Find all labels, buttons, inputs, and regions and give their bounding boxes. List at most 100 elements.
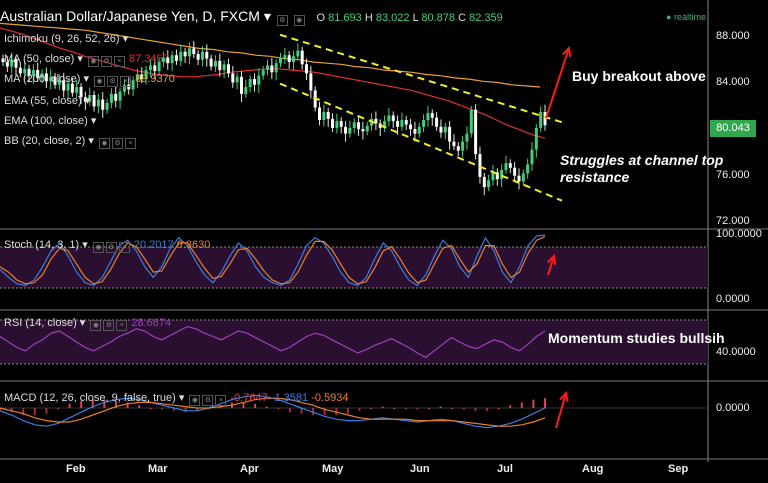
- candle-body: [157, 62, 161, 72]
- candle-body: [205, 51, 209, 59]
- macd-histogram-bar: [254, 403, 257, 408]
- candle-body: [261, 69, 265, 76]
- legend-ema55[interactable]: EMA (55, close) ▾: [4, 95, 91, 107]
- macd-histogram-bar: [474, 408, 477, 411]
- candle-body: [500, 170, 504, 180]
- candle-body: [318, 107, 322, 120]
- arrow-breakout-head: [562, 45, 572, 58]
- legend-ma200[interactable]: MA (200, close) ▾ ◉ ⚙ × 89.9370: [4, 73, 175, 87]
- candle-body: [248, 79, 252, 88]
- candle-body: [357, 122, 361, 130]
- candle-body: [244, 87, 248, 94]
- candle-body: [1, 58, 5, 63]
- candle-body: [36, 69, 40, 78]
- candle-body: [101, 99, 105, 110]
- settings-icon[interactable]: ⚙: [276, 15, 288, 26]
- arrow-stoch-head: [547, 253, 557, 266]
- candle-body: [352, 122, 356, 128]
- candle-body: [114, 93, 118, 101]
- candle-body: [413, 129, 417, 134]
- macd-histogram-bar: [184, 408, 187, 413]
- macd-histogram-bar: [277, 408, 280, 410]
- symbol-title[interactable]: Australian Dollar/Japanese Yen, D, FXCM: [0, 8, 260, 24]
- candle-body: [469, 109, 473, 134]
- macd-histogram-bar: [509, 405, 512, 408]
- candle-body: [10, 59, 14, 67]
- candle-body: [79, 87, 83, 98]
- price-tick: 76.000: [716, 169, 750, 181]
- candle-body: [456, 146, 460, 151]
- candle-body: [387, 115, 391, 122]
- candle-body: [144, 69, 148, 80]
- macd-histogram-bar: [335, 408, 338, 415]
- candle-body: [374, 118, 378, 124]
- candle-body: [322, 112, 326, 120]
- candle-body: [92, 94, 96, 107]
- macd-histogram-bar: [45, 408, 48, 414]
- macd-histogram-bar: [358, 408, 361, 411]
- annotation-buy-breakout: Buy breakout above: [572, 68, 706, 84]
- macd-histogram-bar: [497, 408, 500, 409]
- arrow-macd: [555, 392, 567, 429]
- candle-body: [57, 80, 61, 85]
- candle-body: [122, 84, 126, 92]
- candle-body: [339, 121, 343, 127]
- macd-histogram-bar: [196, 408, 199, 411]
- candle-body: [270, 65, 274, 73]
- legend-bb[interactable]: BB (20, close, 2) ▾ ◉ ⚙ ×: [4, 134, 136, 149]
- candle-body: [495, 172, 499, 180]
- chart-header: Australian Dollar/Japanese Yen, D, FXCM …: [0, 8, 503, 26]
- candle-body: [530, 149, 534, 165]
- candle-body: [283, 55, 287, 59]
- legend-rsi[interactable]: RSI (14, close) ▾ ◉ ⚙ × 28.6874: [4, 317, 172, 331]
- candle-body: [118, 91, 122, 101]
- candle-body: [135, 74, 139, 81]
- price-tick: 84.000: [716, 76, 750, 88]
- price-tick: 72.000: [716, 215, 750, 227]
- candle-body: [296, 50, 300, 57]
- legend-ema100[interactable]: EMA (100, close) ▾: [4, 115, 97, 127]
- candle-body: [448, 126, 452, 142]
- price-tick: 88.000: [716, 30, 750, 42]
- candle-body: [478, 154, 482, 177]
- candle-body: [361, 129, 365, 132]
- symbol-dropdown-icon[interactable]: ▾: [263, 8, 271, 24]
- candle-body: [70, 83, 74, 93]
- legend-ichimoku[interactable]: Ichimoku (9, 26, 52, 26) ▾: [4, 33, 129, 45]
- candle-body: [105, 102, 109, 110]
- macd-histogram-bar: [103, 399, 106, 408]
- visibility-icon[interactable]: ◉: [293, 15, 305, 26]
- ohlc-readout: O 81.693 H 83.022 L 80.878 C 82.359: [316, 12, 503, 24]
- macd-histogram-bar: [0, 408, 1, 411]
- candle-body: [417, 126, 421, 134]
- macd-histogram-bar: [300, 408, 303, 414]
- candle-body: [75, 87, 79, 93]
- candle-body: [109, 93, 113, 103]
- macd-histogram-bar: [288, 408, 291, 413]
- macd-histogram-bar: [33, 408, 36, 415]
- candle-body: [239, 76, 243, 94]
- legend-ma50[interactable]: MA (50, close) ▾ ◉ ⚙ × 87.3457: [4, 53, 169, 67]
- candle-body: [62, 80, 66, 91]
- macd-histogram-bar: [544, 398, 546, 408]
- macd-histogram-bar: [520, 402, 523, 408]
- x-tick: Feb: [66, 463, 86, 475]
- macd-histogram-bar: [22, 408, 25, 415]
- candle-body: [365, 125, 369, 132]
- candle-body: [44, 73, 48, 82]
- candle-body: [218, 60, 222, 70]
- macd-histogram-bar: [370, 408, 373, 409]
- candle-body: [18, 67, 22, 74]
- x-tick: May: [322, 463, 344, 475]
- candle-body: [40, 73, 44, 78]
- legend-stoch[interactable]: Stoch (14, 3, 1) ▾ ◉ ⚙ × 20.2017 9.3630: [4, 239, 211, 253]
- candle-body: [396, 121, 400, 127]
- candle-body: [534, 127, 538, 150]
- macd-histogram-bar: [56, 408, 59, 410]
- legend-macd[interactable]: MACD (12, 26, close, 9, false, true) ▾ ◉…: [4, 392, 349, 406]
- candle-body: [5, 62, 9, 67]
- macd-histogram-bar: [393, 408, 396, 409]
- candle-body: [383, 121, 387, 128]
- x-tick: Jul: [497, 463, 513, 475]
